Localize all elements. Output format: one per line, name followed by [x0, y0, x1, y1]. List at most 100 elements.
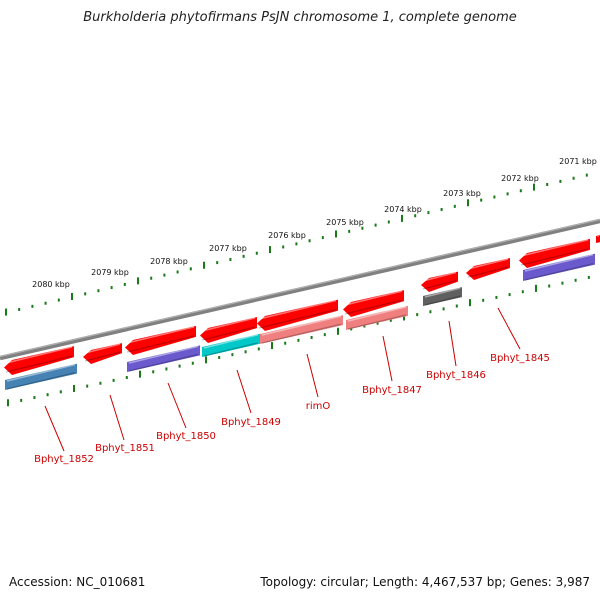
minor-tick — [33, 396, 36, 400]
major-tick — [73, 384, 75, 392]
minor-tick — [548, 284, 551, 288]
gene-bphyt-1850-shade — [126, 335, 195, 353]
gene-bphyt-1849-shine — [201, 317, 256, 332]
minor-tick — [323, 333, 326, 337]
kbp-label: 2075 kbp — [326, 218, 364, 227]
gene-bphyt-1845-shine — [467, 258, 509, 270]
gene-rimo-body — [257, 299, 338, 331]
gene-bphyt-1850-body — [125, 325, 196, 355]
major-tick — [533, 183, 535, 191]
minor-tick — [585, 173, 588, 177]
minor-tick — [244, 350, 247, 354]
major-tick — [535, 284, 537, 292]
minor-tick — [282, 245, 285, 249]
cds-bphyt-1849-shade — [203, 342, 259, 357]
gene-next-shine — [520, 239, 589, 257]
minor-tick — [59, 390, 62, 394]
minor-tick — [97, 289, 100, 293]
major-tick — [71, 292, 73, 300]
major-tick — [335, 230, 337, 238]
cds-bphyt-1849 — [202, 333, 260, 357]
minor-tick — [110, 286, 113, 290]
minor-tick — [521, 290, 524, 294]
minor-tick — [321, 236, 324, 240]
minor-tick — [295, 242, 298, 246]
minor-tick — [310, 335, 313, 339]
minor-tick — [125, 376, 128, 380]
gene-label: Bphyt_1849 — [221, 417, 281, 428]
cds-bphyt-1846-shade — [424, 295, 461, 306]
chromosome-backbone — [0, 218, 600, 361]
gene-rimo-shade — [258, 308, 337, 329]
minor-tick — [18, 307, 21, 311]
minor-tick — [308, 239, 311, 243]
backbone-line — [0, 218, 600, 361]
map-title: Burkholderia phytofirmans PsJN chromosom… — [83, 10, 517, 25]
minor-tick — [86, 384, 89, 388]
gene-label: rimO — [306, 401, 331, 412]
cds-bphyt-1845-shade — [524, 263, 594, 281]
minor-tick — [376, 321, 379, 325]
cds-bphyt-1852-body — [5, 363, 77, 390]
minor-tick — [165, 367, 168, 371]
minor-tick — [84, 292, 87, 296]
gene-rimo — [257, 299, 338, 331]
minor-tick — [46, 393, 49, 397]
minor-tick — [427, 211, 430, 215]
gene-label: Bphyt_1850 — [156, 431, 216, 442]
gene-bphyt-1846-body — [421, 271, 458, 292]
minor-tick — [559, 179, 562, 183]
minor-tick — [519, 189, 522, 193]
minor-tick — [163, 273, 166, 277]
gene-bphyt-1850-shine — [126, 326, 195, 344]
minor-tick — [150, 276, 153, 280]
minor-tick — [495, 295, 498, 299]
gene-next-shade — [520, 248, 589, 266]
gene-rimo-shine — [258, 299, 337, 320]
gene-label: Bphyt_1846 — [426, 370, 486, 381]
cds-bphyt-1850-shine — [128, 345, 199, 364]
minor-tick — [20, 398, 23, 402]
minor-tick — [99, 381, 102, 385]
minor-tick — [546, 182, 549, 186]
major-tick — [137, 277, 139, 285]
kbp-label: 2080 kbp — [32, 280, 70, 289]
cds-bphyt-1845 — [523, 253, 595, 281]
cds-bphyt-1849-body — [202, 333, 260, 357]
leader-line — [167, 382, 187, 429]
gene-bphyt-1845-body — [466, 257, 510, 280]
gene-bphyt-1847-shade — [344, 299, 403, 315]
major-tick — [203, 261, 205, 269]
gene-bphyt-1846-shade — [422, 280, 457, 290]
leader-line — [109, 394, 125, 441]
minor-tick — [482, 298, 485, 302]
gene-next-body — [519, 238, 590, 268]
minor-tick — [229, 257, 232, 261]
gene-bphyt-1847-shine — [344, 290, 403, 306]
minor-tick — [455, 304, 458, 308]
kbp-label: 2072 kbp — [501, 174, 539, 183]
cds-bphyt-1847 — [346, 305, 408, 330]
minor-tick — [152, 370, 155, 374]
minor-tick — [374, 223, 377, 227]
cds-bphyt-1852-shine — [6, 363, 76, 382]
gene-label: Bphyt_1847 — [362, 385, 422, 396]
minor-tick — [350, 327, 353, 331]
minor-tick — [416, 313, 419, 317]
gene-labels: Bphyt_1845 Bphyt_1846 Bphyt_1847 rimO Bphyt_… — [34, 353, 550, 465]
gene-bphyt-1852-shine — [5, 346, 73, 364]
kbp-label: 2077 kbp — [209, 244, 247, 253]
major-tick — [269, 246, 271, 254]
minor-tick — [57, 298, 60, 302]
minor-tick — [297, 338, 300, 342]
cds-bphyt-1846-shine — [424, 287, 461, 298]
gene-next — [519, 238, 590, 268]
kbp-label: 2076 kbp — [268, 231, 306, 240]
minor-tick — [508, 293, 511, 297]
major-tick — [403, 313, 405, 321]
cds-bphyt-1852-shade — [6, 372, 76, 390]
major-tick — [139, 370, 141, 378]
minor-tick — [361, 226, 364, 230]
gene-bphyt-1846 — [421, 271, 458, 292]
leader-line — [382, 335, 393, 382]
